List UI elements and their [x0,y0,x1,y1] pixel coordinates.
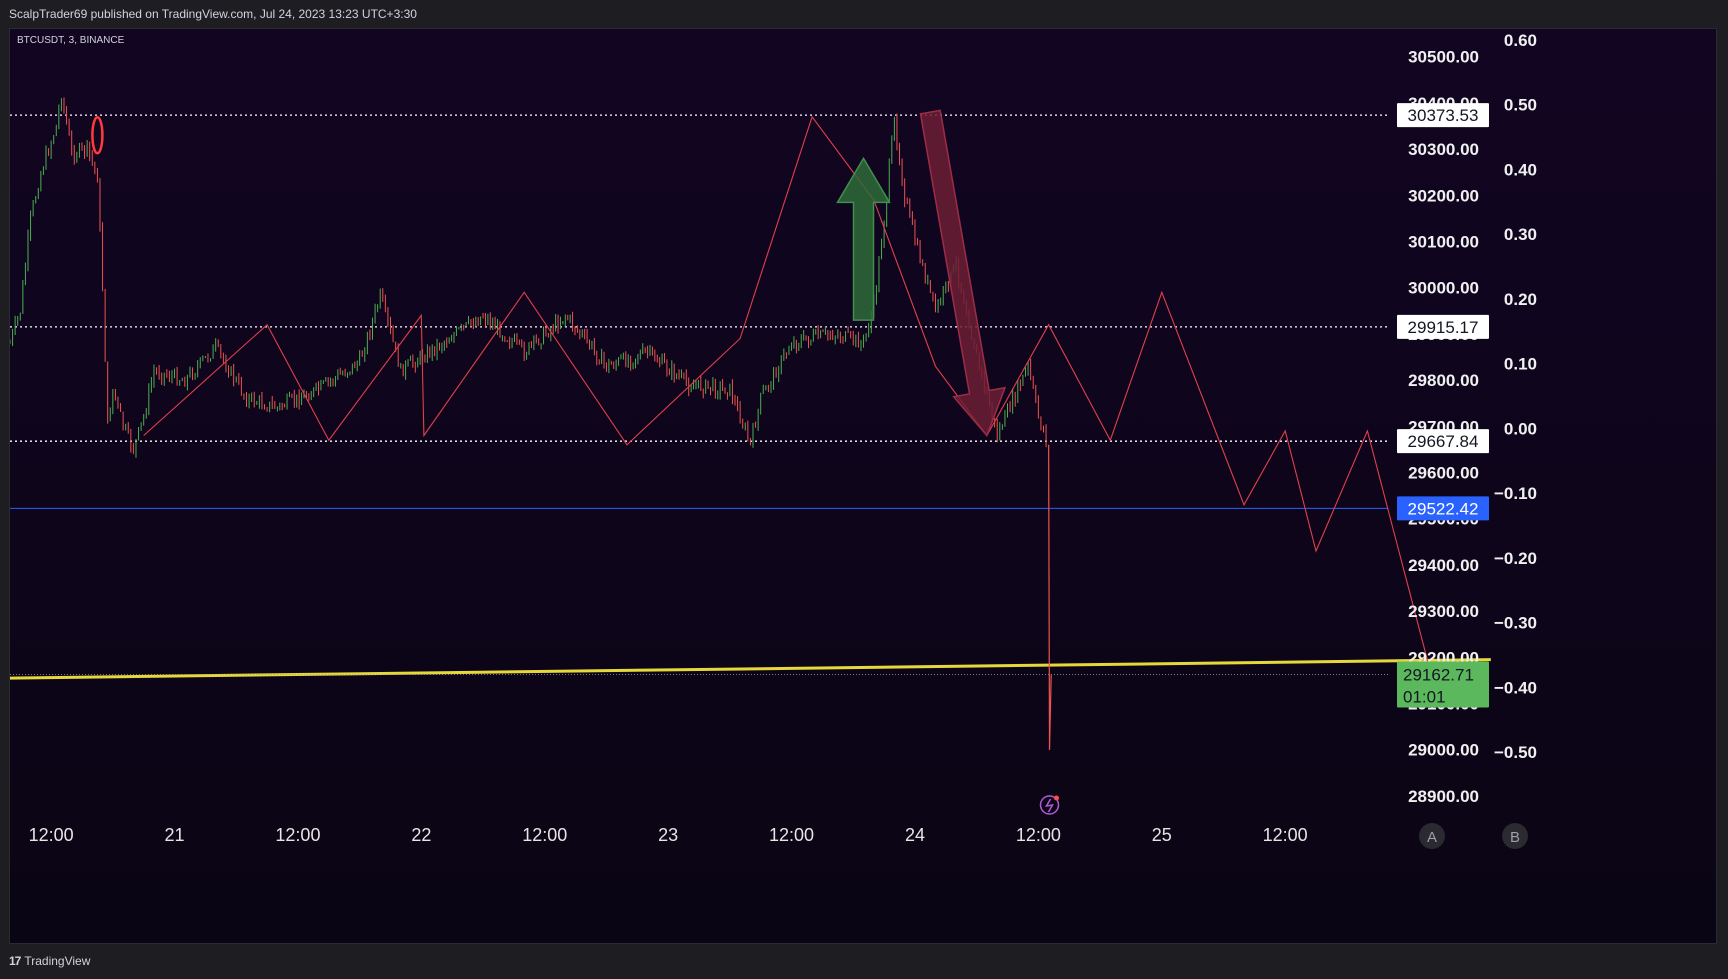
tradingview-brand[interactable]: 17 TradingView [9,954,90,968]
x-tick-label: 12:00 [1263,825,1308,845]
publish-header: ScalpTrader69 published on TradingView.c… [0,0,1728,28]
y-tick-label: 29800.00 [1408,371,1479,390]
trendline[interactable] [10,658,1491,680]
x-tick-label: 23 [658,825,678,845]
price-candle [1048,674,1052,750]
y-tick-label: 29000.00 [1408,741,1479,760]
down-arrow-icon[interactable] [919,109,1007,437]
right-axis-tick-label: −0.30 [1494,614,1537,633]
publish-info: ScalpTrader69 published on TradingView.c… [9,7,417,21]
scale-button-b[interactable] [1502,823,1528,849]
lightning-icon[interactable] [1039,795,1060,815]
y-tick-label: 29600.00 [1408,464,1479,483]
footer: 17 TradingView [0,944,1728,979]
y-tick-label: 30100.00 [1408,233,1479,252]
y-tick-label: 30200.00 [1408,186,1479,205]
y-tick-label: 29400.00 [1408,556,1479,575]
price-level-badge[interactable] [1397,314,1489,339]
lightning-bolt [1045,798,1054,813]
x-tick-label: 12:00 [522,825,567,845]
price-level-badge-label: 29667.84 [1408,432,1479,451]
x-tick-label: 24 [905,825,925,845]
x-tick-label: 21 [165,825,185,845]
y-tick-label: 30500.00 [1408,48,1479,67]
right-axis-tick-label: −0.10 [1494,484,1537,503]
right-axis-tick-label: 0.60 [1504,31,1537,50]
right-axis-tick-label: 0.30 [1504,225,1537,244]
price-candle [1048,444,1051,750]
notification-dot [1053,795,1059,801]
right-axis-tick-label: −0.40 [1494,678,1537,697]
right-axis-tick-label: 0.20 [1504,290,1537,309]
right-axis-tick-label: 0.00 [1504,419,1537,438]
right-axis-tick-label: −0.20 [1494,549,1537,568]
price-chart[interactable]: BTCUSDT, 3, BINANCE 12:00 21 12:00 22 12:00 23… [10,29,1717,944]
blue-level-badge[interactable] [1397,496,1489,521]
x-tick-label: 22 [411,825,431,845]
up-arrow-icon[interactable] [836,156,891,321]
zigzag-projection[interactable] [143,115,1430,667]
x-tick-label: 12:00 [769,825,814,845]
symbol-label: BTCUSDT, 3, BINANCE [17,35,125,46]
tradingview-brand-label: TradingView [24,954,91,968]
y-tick-label: 29300.00 [1408,602,1479,621]
tradingview-logo-icon: 17 [9,954,21,968]
right-axis-tick-label: 0.40 [1504,160,1537,179]
right-axis-tick-label: −0.50 [1494,743,1537,762]
price-level-badge-label: 30373.53 [1408,106,1479,125]
price-level-badge[interactable] [1397,429,1489,454]
y-tick-label: 30000.00 [1408,279,1479,298]
x-tick-label: 12:00 [1016,825,1061,845]
right-axis-tick-label: 0.10 [1504,355,1537,374]
last-price-label: 29162.71 [1403,666,1474,685]
scale-button-label: A [1427,829,1437,846]
countdown-label: 01:01 [1403,688,1446,707]
y-tick-label: 30300.00 [1408,140,1479,159]
y-tick-label: 28900.00 [1408,787,1479,806]
x-tick-label: 12:00 [275,825,320,845]
price-level-badge-label: 29915.17 [1408,318,1479,337]
scale-button-label: B [1510,829,1520,846]
x-tick-label: 25 [1152,825,1172,845]
x-tick-label: 12:00 [29,825,74,845]
scale-button-a[interactable] [1419,823,1445,849]
price-level-badge[interactable] [1397,103,1489,128]
right-axis-tick-label: 0.50 [1504,96,1537,115]
highlight-ellipse[interactable] [91,116,104,155]
last-price-badge[interactable] [1397,661,1489,708]
chart-frame[interactable]: BTCUSDT, 3, BINANCE 12:00 21 12:00 22 12:00 23… [9,28,1717,944]
blue-level-badge-label: 29522.42 [1408,499,1479,518]
